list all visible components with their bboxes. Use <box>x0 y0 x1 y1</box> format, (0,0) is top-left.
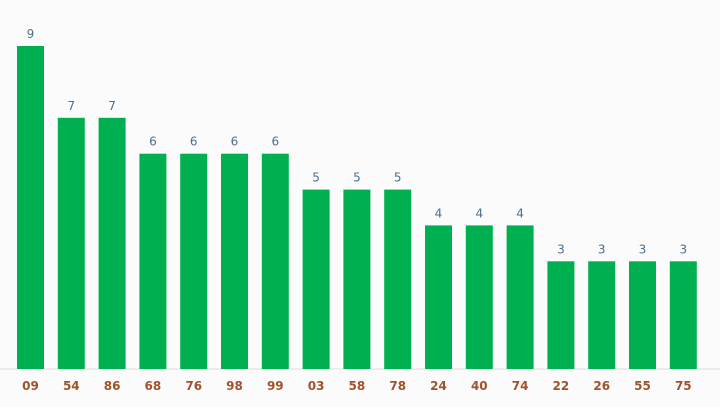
bar-78 <box>384 189 412 369</box>
bar-86 <box>98 117 126 369</box>
category-label-98: 98 <box>226 379 243 393</box>
data-label-26: 3 <box>598 242 606 256</box>
category-label-24: 24 <box>430 379 447 393</box>
bar-55 <box>629 261 656 369</box>
data-label-98: 6 <box>231 135 239 149</box>
bar-24 <box>425 225 452 369</box>
bar-26 <box>588 261 616 369</box>
data-label-99: 6 <box>271 135 279 149</box>
data-label-68: 6 <box>149 135 157 149</box>
bar-76 <box>180 153 208 369</box>
data-label-58: 5 <box>353 171 361 185</box>
category-labels-group: 09 54 86 68 76 98 99 03 58 78 24 40 74 22 26 55 75 <box>22 379 692 393</box>
data-label-55: 3 <box>639 242 647 256</box>
data-label-76: 6 <box>190 135 198 149</box>
category-label-75: 75 <box>675 379 692 393</box>
data-label-22: 3 <box>557 242 565 256</box>
category-label-54: 54 <box>63 379 80 393</box>
data-labels-group: 9 7 7 6 6 6 6 5 5 5 4 4 4 3 3 3 3 <box>27 27 687 256</box>
bar-74 <box>506 225 534 369</box>
data-label-75: 3 <box>679 242 687 256</box>
category-label-86: 86 <box>104 379 121 393</box>
category-label-68: 68 <box>145 379 162 393</box>
bar-68 <box>139 153 167 369</box>
bars-group <box>17 46 697 369</box>
data-label-86: 7 <box>108 99 116 113</box>
category-label-58: 58 <box>349 379 366 393</box>
bar-03 <box>302 189 330 369</box>
category-label-22: 22 <box>553 379 570 393</box>
category-label-78: 78 <box>389 379 406 393</box>
data-label-54: 7 <box>67 99 75 113</box>
category-label-76: 76 <box>185 379 202 393</box>
bar-40 <box>465 225 493 369</box>
category-label-55: 55 <box>634 379 651 393</box>
category-label-26: 26 <box>593 379 610 393</box>
data-label-40: 4 <box>475 206 483 220</box>
category-label-09: 09 <box>22 379 39 393</box>
data-label-74: 4 <box>516 206 524 220</box>
bar-99 <box>261 153 289 369</box>
bar-98 <box>221 153 248 369</box>
bar-75 <box>669 261 697 369</box>
data-label-24: 4 <box>435 206 443 220</box>
bar-54 <box>57 117 85 369</box>
data-label-09: 9 <box>27 27 35 41</box>
category-label-74: 74 <box>512 379 529 393</box>
bar-09 <box>17 46 44 369</box>
category-label-03: 03 <box>308 379 325 393</box>
data-label-78: 5 <box>394 171 402 185</box>
bar-22 <box>547 261 575 369</box>
bar-58 <box>343 189 371 369</box>
category-label-99: 99 <box>267 379 284 393</box>
data-label-03: 5 <box>312 171 320 185</box>
category-label-40: 40 <box>471 379 488 393</box>
